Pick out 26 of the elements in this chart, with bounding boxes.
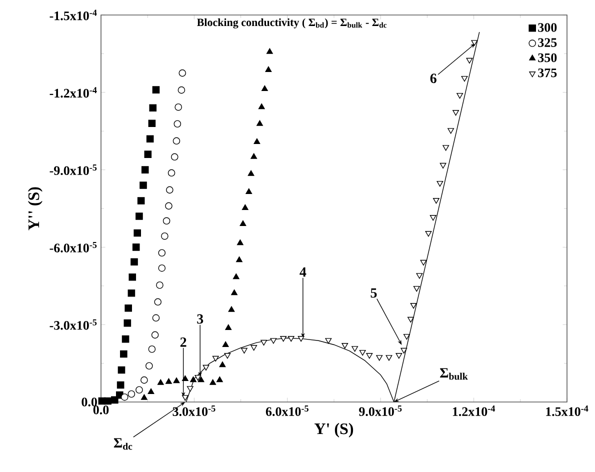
annotation: Σ$_{bulk}$ [440,368,468,380]
annotation: 2 [180,337,186,347]
annotation: 5 [370,288,377,298]
x-tick-label: 1.5x10$^{-4}$ [546,406,588,416]
annotation: 3 [197,314,204,324]
annotation: 6 [430,74,436,84]
legend-label: 325 [538,38,557,47]
x-tick-label: 3.0x10$^{-5}$ [172,406,216,416]
chart-title: Blocking conductivity ( Σ$_{bd}$) = Σ$_{bulk}$ - Σ$_{dc}$ [197,18,387,28]
y-tick-label: -6.0x10$^{-5}$ [50,242,97,252]
legend-label: 375 [538,68,557,78]
annotation: Σ$_{dc}$ [114,438,132,450]
x-tick-label: 0.0 [93,406,109,414]
y-tick-label: -9.0x10$^{-5}$ [50,164,97,176]
y-tick-label: -3.0x10$^{-5}$ [50,319,97,330]
y-tick-label: 0.0 [82,398,97,406]
x-tick-label: 6.0x10$^{-5}$ [266,406,308,416]
legend-label: 350 [538,53,557,62]
x-axis-title: Y' (S) [314,422,354,438]
x-tick-label: 9.0x10$^{-5}$ [359,406,402,416]
y-axis-title: Y'' (S) [28,187,42,230]
y-tick-label: -1.5x10$^{-4}$ [50,10,97,20]
x-tick-label: 1.2x10$^{-4}$ [452,406,496,416]
annotation: 4 [300,267,306,277]
legend-label: 300 [538,23,557,32]
y-tick-label: -1.2x10$^{-4}$ [50,87,97,98]
